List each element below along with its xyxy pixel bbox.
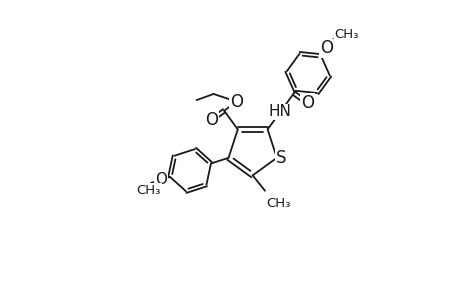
Text: O: O — [301, 94, 313, 112]
Text: O: O — [155, 172, 167, 187]
Text: HN: HN — [268, 104, 291, 119]
Text: S: S — [275, 149, 285, 167]
Text: O: O — [230, 93, 243, 111]
Text: CH₃: CH₃ — [266, 197, 290, 210]
Text: CH₃: CH₃ — [334, 28, 358, 41]
Text: CH₃: CH₃ — [136, 184, 161, 197]
Text: O: O — [205, 111, 218, 129]
Text: O: O — [319, 39, 332, 57]
